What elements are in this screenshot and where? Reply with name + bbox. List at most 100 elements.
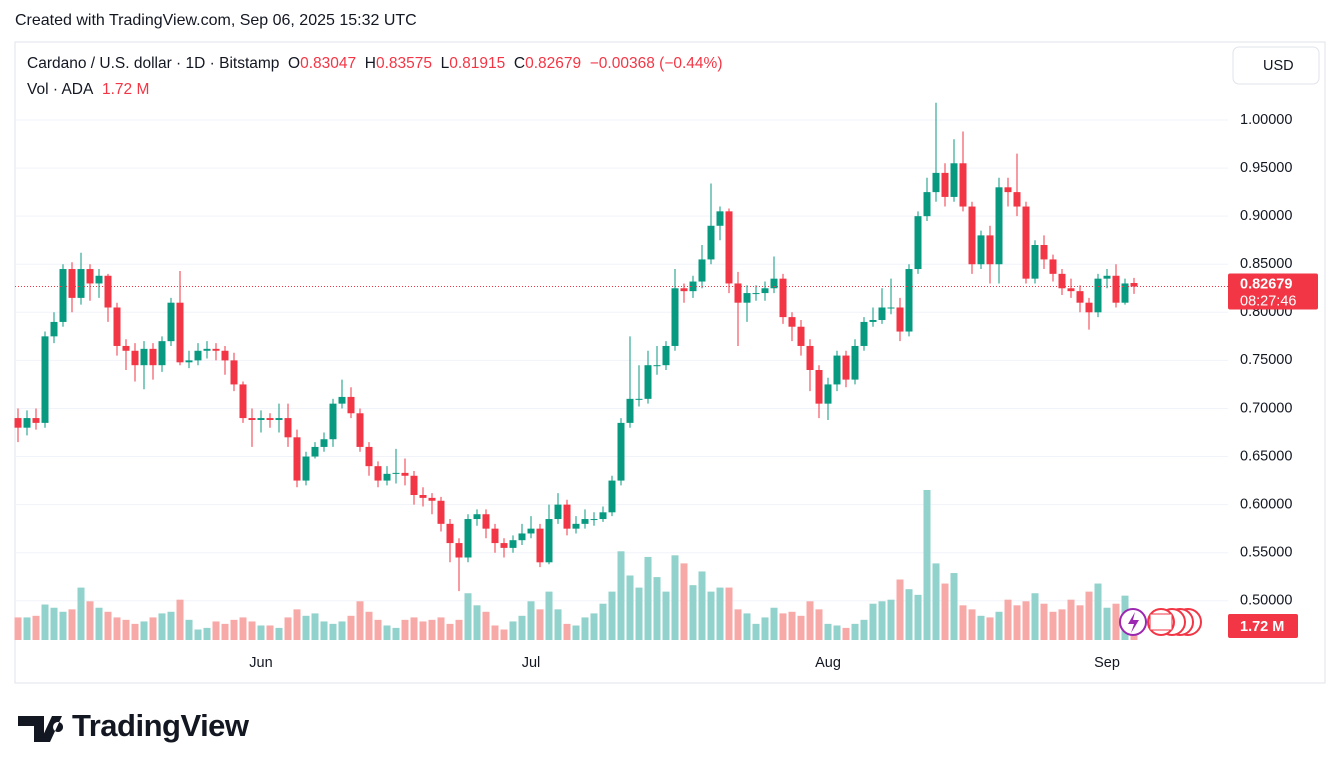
candle-body — [887, 307, 895, 309]
candle-body — [527, 528, 535, 534]
currency-button[interactable] — [1232, 46, 1320, 85]
candle-body — [905, 269, 913, 332]
candle-body — [716, 211, 724, 226]
volume-bar — [536, 609, 544, 640]
candle-body — [23, 418, 31, 428]
volume-bar — [1049, 611, 1057, 640]
volume-bar — [212, 621, 220, 640]
volume-bar — [707, 591, 715, 640]
volume-bar — [491, 625, 499, 640]
volume-bar — [482, 611, 490, 640]
candle-body — [923, 192, 931, 217]
volume-bar — [671, 555, 679, 640]
candle-body — [113, 307, 121, 346]
volume-bar — [959, 605, 967, 640]
volume-bar — [734, 609, 742, 640]
candle-body — [221, 350, 229, 361]
candle-body — [185, 360, 193, 363]
candle-body — [122, 345, 130, 351]
volume-bar — [860, 619, 868, 640]
volume-bar — [59, 611, 67, 640]
volume-bar — [572, 625, 580, 640]
candle-body — [284, 418, 292, 438]
volume-bar — [689, 585, 697, 640]
candle-body — [167, 302, 175, 342]
volume-bar — [824, 623, 832, 640]
candle-body — [419, 495, 427, 498]
candle-body — [95, 275, 103, 284]
candle-body — [914, 216, 922, 270]
candle-body — [446, 523, 454, 544]
volume-bar — [14, 617, 22, 640]
volume-bar — [401, 619, 409, 640]
candle-body — [635, 398, 643, 400]
volume-bar — [698, 571, 706, 640]
candle-body — [671, 288, 679, 346]
candle-body — [257, 418, 265, 420]
volume-bar — [1040, 603, 1048, 640]
candle-body — [572, 523, 580, 529]
y-tick-label: 1.00000 — [1240, 112, 1292, 128]
volume-bar — [788, 611, 796, 640]
candle-body — [1121, 283, 1129, 303]
high-value: 0.83575 — [375, 55, 432, 72]
candle-body — [932, 172, 940, 193]
candle-body — [806, 345, 814, 370]
volume-bar — [887, 599, 895, 640]
candle-body — [329, 403, 337, 440]
volume-bar — [986, 617, 994, 640]
volume-bar — [1112, 603, 1120, 640]
volume-value: 1.72 M — [101, 81, 150, 98]
candle-body — [77, 269, 85, 298]
volume-bar — [77, 587, 85, 640]
volume-bar — [50, 607, 58, 640]
volume-bar — [635, 587, 643, 640]
volume-bar — [230, 619, 238, 640]
y-tick-label: 0.55000 — [1240, 545, 1292, 561]
volume-bar — [338, 621, 346, 640]
candle-body — [68, 269, 76, 298]
volume-bar — [680, 563, 688, 640]
volume-bar — [122, 619, 130, 640]
candle-body — [1094, 278, 1102, 313]
volume-bar — [329, 623, 337, 640]
candle-body — [392, 472, 400, 474]
volume-bar — [869, 603, 877, 640]
volume-bar — [815, 609, 823, 640]
volume-bar — [779, 613, 787, 640]
volume-bar — [365, 611, 373, 640]
volume-bar — [437, 617, 445, 640]
y-tick-label: 0.60000 — [1240, 496, 1292, 512]
candle-body — [662, 345, 670, 366]
candle-body — [239, 384, 247, 419]
volume-bar — [896, 579, 904, 640]
volume-bar — [1094, 583, 1102, 640]
ohlc-legend: Cardano / U.S. dollar · 1D · Bitstamp O0… — [27, 55, 722, 73]
candle-body — [581, 519, 589, 524]
candle-body — [311, 446, 319, 457]
volume-bar — [662, 591, 670, 640]
volume-bar — [95, 607, 103, 640]
candle-body — [1040, 245, 1048, 260]
volume-bar — [1103, 607, 1111, 640]
y-tick-label: 0.75000 — [1240, 352, 1292, 368]
volume-bar — [617, 551, 625, 640]
volume-bar — [581, 617, 589, 640]
volume-bar — [761, 617, 769, 640]
price-tag — [1228, 273, 1318, 310]
volume-bar — [626, 575, 634, 640]
candle-body — [833, 355, 841, 385]
volume-bar — [770, 607, 778, 640]
candle-body — [1004, 187, 1012, 193]
low-value: 0.81915 — [449, 55, 506, 72]
candle-body — [365, 446, 373, 467]
volume-bar — [275, 627, 283, 640]
candle-body — [230, 360, 238, 385]
x-tick-label: Sep — [1094, 655, 1120, 671]
candle-body — [437, 500, 445, 524]
volume-bar — [599, 603, 607, 640]
currency[interactable]: USD — [1263, 58, 1294, 74]
volume-bar — [527, 601, 535, 640]
volume-bar — [320, 621, 328, 640]
volume-bar — [392, 627, 400, 640]
